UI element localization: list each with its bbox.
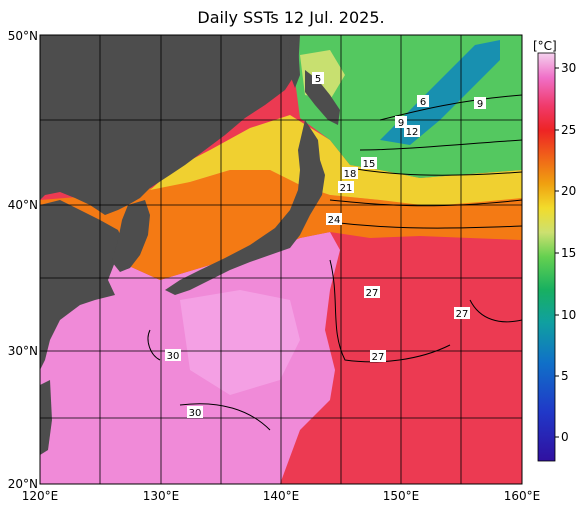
contour-label: 27 [454, 307, 470, 320]
colorbar-label-30: 30 [561, 61, 577, 75]
contour-label: 12 [404, 125, 420, 138]
svg-text:30: 30 [189, 408, 202, 419]
colorbar [537, 52, 556, 462]
contour-label: 27 [370, 350, 386, 363]
land-china-coast [40, 200, 125, 370]
land-sakhalin [288, 40, 300, 88]
lon-label-140e: 140°E [262, 489, 300, 503]
svg-text:5: 5 [315, 74, 321, 85]
svg-text:30: 30 [167, 351, 180, 362]
contour-label: 21 [338, 181, 354, 194]
lat-label-30n: 30°N [7, 344, 38, 358]
svg-text:27: 27 [456, 309, 469, 320]
svg-text:24: 24 [328, 215, 341, 226]
land-korea [112, 200, 150, 272]
svg-text:12: 12 [406, 127, 419, 138]
lon-label-120e: 120°E [21, 489, 59, 503]
contour-label: 30 [165, 349, 181, 362]
contour-label: 9 [474, 97, 486, 110]
lat-label-20n: 20°N [7, 477, 38, 491]
contour-label: 27 [364, 286, 380, 299]
colorbar-label-25: 25 [561, 123, 577, 137]
contour-label: 18 [342, 167, 358, 180]
contour-label: 24 [326, 213, 342, 226]
contour-label: 5 [312, 72, 324, 85]
svg-text:27: 27 [372, 352, 385, 363]
svg-text:15: 15 [363, 159, 376, 170]
land-asia-north [40, 35, 300, 215]
svg-text:27: 27 [366, 288, 379, 299]
lon-label-160e: 160°E [503, 489, 541, 503]
colorbar-label-15: 15 [561, 246, 577, 260]
colorbar-ticks [555, 67, 559, 438]
sst-warm-core [180, 290, 300, 395]
lat-label-50n: 50°N [7, 29, 38, 43]
contour-label: 15 [361, 157, 377, 170]
colorbar-label-20: 20 [561, 184, 577, 198]
lat-label-40n: 40°N [7, 198, 38, 212]
sst-contours [147, 94, 522, 431]
land-japan [165, 120, 325, 295]
contour-label: 30 [187, 406, 203, 419]
colorbar-label-5: 5 [561, 369, 569, 383]
lon-label-150e: 150°E [382, 489, 420, 503]
lon-label-130e: 130°E [142, 489, 180, 503]
contour-label: 6 [417, 95, 429, 108]
map-title: Daily SSTs 12 Jul. 2025. [197, 8, 385, 27]
sst-yellow-front [150, 115, 522, 206]
svg-text:9: 9 [398, 118, 404, 129]
svg-text:21: 21 [340, 183, 353, 194]
colorbar-label-10: 10 [561, 308, 577, 322]
svg-text:6: 6 [420, 97, 426, 108]
contour-label-group: 5 6 9 9 12 15 18 21 24 27 27 27 30 30 [165, 72, 486, 419]
sst-cold-blue [380, 40, 500, 145]
svg-text:9: 9 [477, 99, 483, 110]
colorbar-unit: [°C] [533, 39, 557, 53]
graticule [40, 35, 522, 484]
colorbar-label-0: 0 [561, 430, 569, 444]
svg-text:18: 18 [344, 169, 357, 180]
land-taiwan [40, 380, 52, 455]
